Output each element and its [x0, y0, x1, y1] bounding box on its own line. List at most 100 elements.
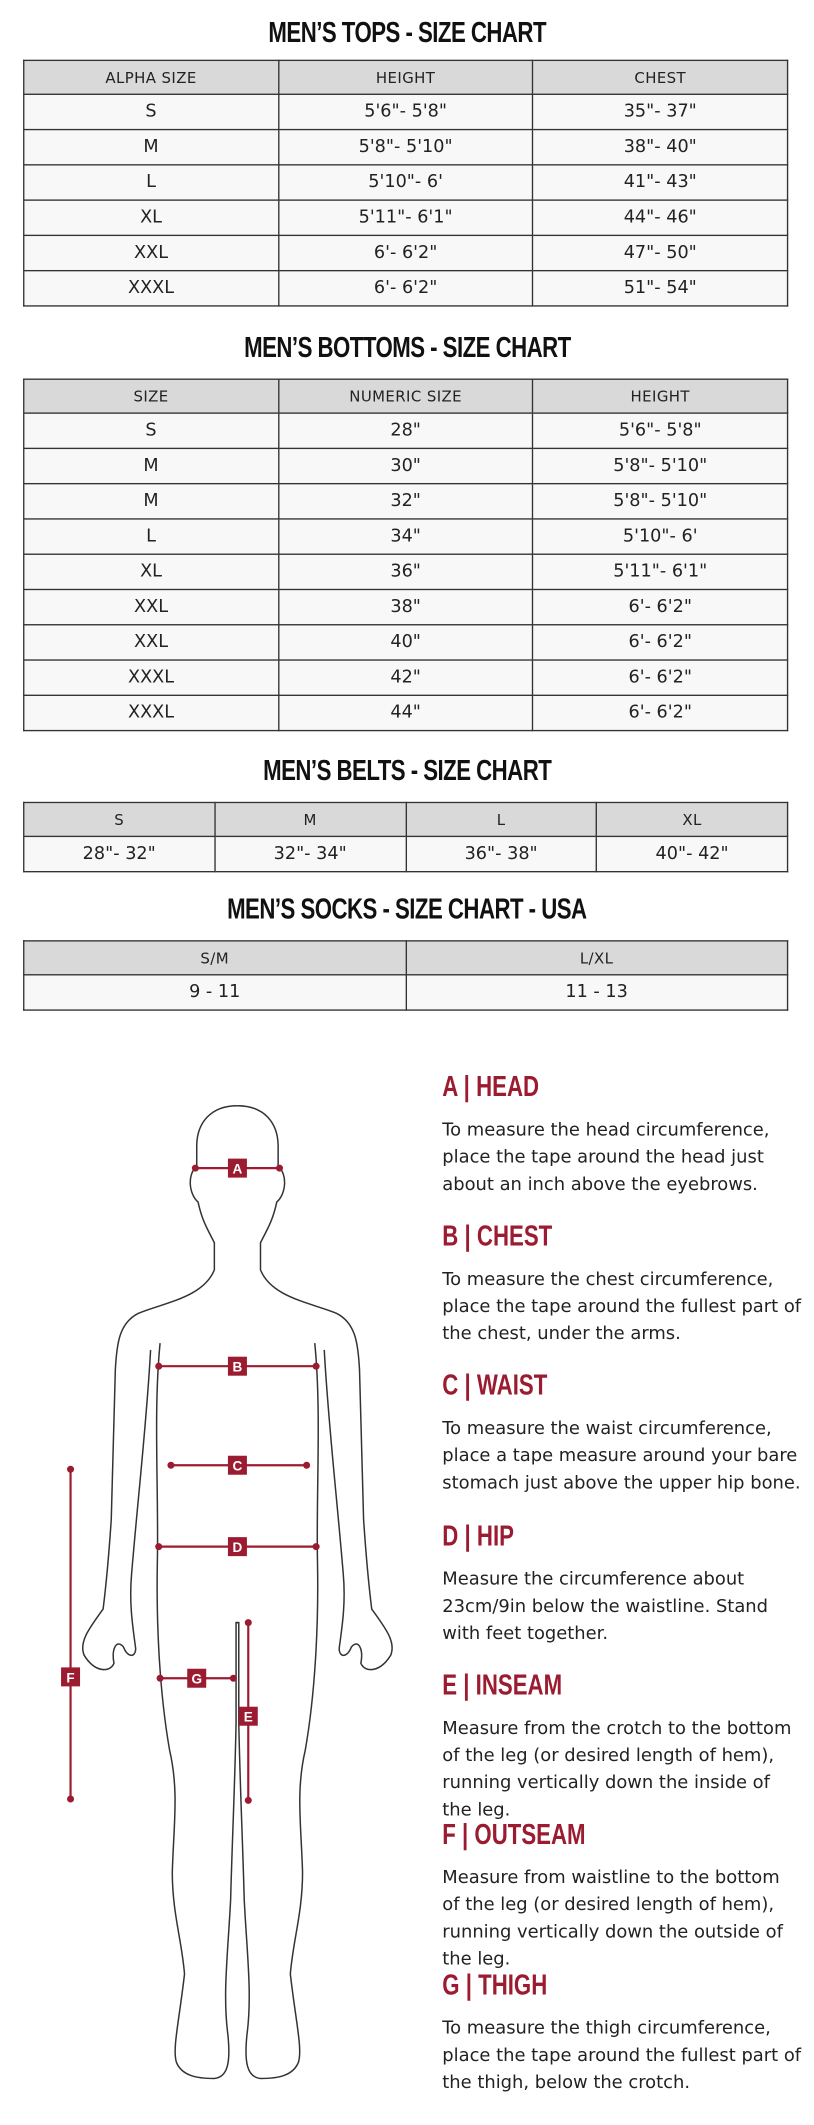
label-f-marker: F [61, 1667, 81, 1687]
table-cell: 40" [277, 624, 534, 661]
label-c-marker: C [227, 1455, 247, 1475]
table-cell: 5'11"- 6'1" [277, 199, 534, 237]
table-cell: 51"- 54" [532, 269, 789, 307]
belts-size-table: S M L XL 28"- 32" 32"- 34" 36"- 38" 40"- 42" [23, 801, 789, 873]
table-cell: XXL [23, 234, 280, 272]
table-row: M 30" 5'8"- 5'10" [23, 447, 789, 485]
bottoms-title: MEN’S BOTTOMS - SIZE CHART [0, 332, 814, 365]
table-row: M 5'8"- 5'10" 38"- 40" [23, 128, 789, 166]
label-a: A [233, 1162, 243, 1177]
table-cell: L [23, 518, 280, 555]
table-cell: 6'- 6'2" [277, 234, 534, 272]
table-cell: XXXL [23, 269, 280, 307]
label-d: D [233, 1540, 243, 1555]
table-cell: 32" [277, 482, 534, 520]
measure-text: To measure the chest circumference, plac… [442, 1269, 802, 1345]
table-cell: 28" [277, 412, 534, 450]
measure-inseam: E | INSEAM Measure from the crotch to the… [442, 1670, 802, 1825]
table-cell: 30" [277, 447, 534, 485]
measure-heading: A | HEAD [442, 1071, 540, 1103]
column-header: L [404, 801, 598, 838]
table-cell: 5'11"- 6'1" [532, 553, 789, 591]
table-cell: 40"- 42" [595, 835, 789, 873]
column-header: SIZE [23, 378, 280, 414]
table-row: XXXL 44" 6'- 6'2" [23, 694, 789, 732]
table-cell: 36" [277, 553, 534, 591]
column-header: ALPHA SIZE [23, 59, 280, 95]
table-cell: 6'- 6'2" [532, 624, 789, 661]
table-header-row: S M L XL [23, 801, 789, 838]
column-header: S [23, 801, 216, 838]
label-g-marker: G [187, 1668, 207, 1688]
table-cell: 5'6"- 5'8" [277, 93, 534, 131]
socks-size-table: S/M L/XL 9 - 11 11 - 13 [23, 940, 789, 1011]
table-cell: 35"- 37" [532, 93, 789, 131]
table-cell: 38" [277, 588, 534, 626]
table-header-row: ALPHA SIZE HEIGHT CHEST [23, 59, 789, 95]
column-header: L/XL [404, 940, 789, 976]
table-cell: 42" [277, 659, 534, 696]
measure-heading: B | CHEST [442, 1221, 553, 1253]
table-cell: 6'- 6'2" [277, 269, 534, 307]
label-e-marker: E [238, 1706, 258, 1726]
column-header: XL [595, 801, 789, 838]
measure-hip: D | HIP Measure the circumference about 2… [442, 1521, 802, 1649]
table-cell: M [23, 128, 280, 166]
measure-text: Measure from the crotch to the bottom of… [442, 1718, 792, 1821]
table-row: L 34" 5'10"- 6' [23, 518, 789, 555]
socks-title: MEN’S SOCKS - SIZE CHART - USA [0, 894, 814, 927]
table-cell: XXL [23, 624, 280, 661]
table-cell: 5'8"- 5'10" [277, 128, 534, 166]
table-cell: 28"- 32" [23, 835, 216, 873]
label-g: G [191, 1672, 202, 1687]
table-row: S 5'6"- 5'8" 35"- 37" [23, 93, 789, 131]
table-cell: L [23, 164, 280, 201]
table-cell: 5'10"- 6' [277, 164, 534, 201]
label-d-marker: D [227, 1537, 247, 1557]
label-a-marker: A [227, 1158, 247, 1178]
table-row: M 32" 5'8"- 5'10" [23, 482, 789, 520]
table-row: XXL 40" 6'- 6'2" [23, 624, 789, 661]
measure-heading: G | THIGH [442, 1969, 548, 2002]
table-cell: S [23, 412, 280, 450]
measure-text: To measure the head circumference, place… [442, 1120, 770, 1196]
tops-title-text: MEN’S TOPS - SIZE CHART [268, 17, 546, 49]
table-cell: 36"- 38" [404, 835, 598, 873]
body-outline [82, 1104, 393, 2080]
table-cell: 6'- 6'2" [532, 694, 789, 732]
table-cell: M [23, 482, 280, 520]
table-cell: M [23, 447, 280, 485]
measure-heading: C | WAIST [442, 1370, 548, 1402]
measure-heading: F | OUTSEAM [442, 1819, 586, 1851]
label-f: F [66, 1670, 74, 1685]
table-cell: 44"- 46" [532, 199, 789, 237]
table-cell: 32"- 34" [214, 835, 407, 873]
table-row: XXL 38" 6'- 6'2" [23, 588, 789, 626]
label-b: B [233, 1360, 243, 1375]
table-cell: 5'6"- 5'8" [532, 412, 789, 450]
table-cell: XXXL [23, 694, 280, 732]
measure-head: A | HEAD To measure the head circumferenc… [442, 1072, 802, 1200]
label-e: E [244, 1710, 253, 1725]
measure-waist: C | WAIST To measure the waist circumfere… [442, 1370, 802, 1498]
column-header: HEIGHT [532, 378, 789, 414]
column-header: CHEST [532, 59, 789, 95]
table-cell: 47"- 50" [532, 234, 789, 272]
tops-size-table: ALPHA SIZE HEIGHT CHEST S 5'6"- 5'8" 35"- 37"… [23, 59, 789, 307]
table-cell: 5'8"- 5'10" [532, 482, 789, 520]
measure-thigh: G | THIGH To measure the thigh circumfere… [442, 1970, 802, 2098]
measure-outseam: F | OUTSEAM Measure from waistline to the… [442, 1819, 802, 1974]
measure-heading: E | INSEAM [442, 1670, 563, 1702]
body-measurement-figure: A B C D E F G [61, 1104, 393, 2080]
table-cell: S [23, 93, 280, 131]
table-row: XL 5'11"- 6'1" 44"- 46" [23, 199, 789, 237]
label-b-marker: B [227, 1356, 247, 1376]
table-cell: XXXL [23, 659, 280, 696]
measure-chest: B | CHEST To measure the chest circumfere… [442, 1221, 802, 1349]
table-row: L 5'10"- 6' 41"- 43" [23, 164, 789, 201]
table-row: 9 - 11 11 - 13 [23, 974, 789, 1011]
column-header: S/M [23, 940, 407, 976]
table-row: 28"- 32" 32"- 34" 36"- 38" 40"- 42" [23, 835, 789, 873]
column-header: M [214, 801, 407, 838]
